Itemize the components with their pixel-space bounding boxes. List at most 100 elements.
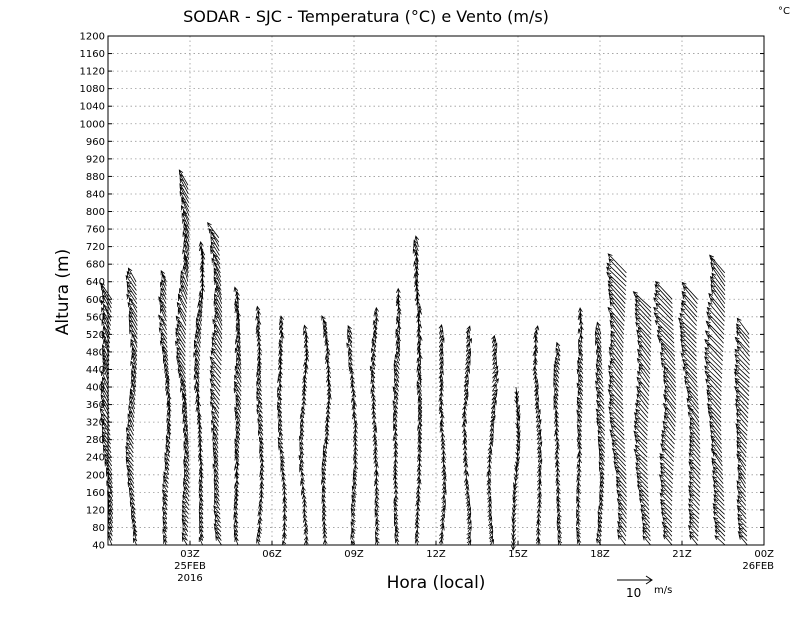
wind-vector (686, 404, 700, 419)
wind-vector (180, 387, 187, 401)
wind-vector (704, 338, 724, 357)
wind-vector (636, 393, 649, 410)
wind-vector (164, 452, 170, 462)
y-tick-label: 1040 (80, 102, 105, 113)
wind-vector (659, 492, 673, 506)
wind-vector (323, 444, 328, 454)
wind-vector (608, 411, 625, 427)
wind-vector (537, 491, 542, 497)
wind-vector (464, 480, 469, 489)
wind-vector (278, 356, 283, 366)
wind-profile (677, 281, 701, 546)
wind-vector (578, 343, 583, 353)
wind-vector (596, 321, 602, 335)
wind-vector (352, 401, 357, 410)
wind-vector (258, 436, 264, 445)
wind-vector (130, 369, 137, 383)
wind-vector (279, 315, 285, 326)
wind-vector (301, 390, 307, 401)
wind-vector (194, 362, 200, 375)
wind-vector (576, 503, 581, 510)
wind-vector (346, 342, 353, 353)
wind-vector (199, 524, 204, 532)
wind-vector (680, 338, 697, 357)
wind-vector (596, 420, 606, 432)
wind-vector (127, 472, 135, 484)
wind-vector (556, 498, 561, 506)
wind-vector (127, 267, 137, 282)
wind-vector (536, 446, 541, 454)
wind-vector (609, 301, 625, 322)
wind-vector (660, 434, 675, 449)
wind-vector (597, 425, 606, 436)
wind-vector (638, 363, 651, 379)
wind-vector (371, 392, 376, 401)
wind-vector (464, 485, 470, 493)
wind-vector (609, 311, 625, 331)
wind-vector (680, 352, 698, 370)
x-tick-label: 03Z (180, 549, 200, 560)
wind-vector (618, 506, 627, 519)
wind-vector (165, 434, 171, 445)
wind-vector (393, 463, 398, 471)
wind-vector (351, 404, 357, 414)
wind-vector (487, 503, 492, 511)
wind-vector (160, 336, 168, 348)
wind-vector (492, 365, 499, 375)
y-tick-label: 80 (92, 523, 105, 534)
wind-vector (353, 464, 359, 471)
wind-vector (351, 392, 357, 401)
wind-vector (634, 312, 652, 331)
wind-vector (707, 410, 722, 427)
wind-vector (214, 287, 223, 304)
wind-vector (688, 516, 699, 528)
wind-vector (489, 432, 494, 440)
wind-vector (353, 450, 358, 458)
wind-vector (414, 538, 420, 546)
wind-vector (663, 379, 677, 397)
wind-vector (181, 212, 190, 230)
wind-vector (259, 480, 265, 489)
wind-vector (609, 351, 624, 370)
wind-vector (303, 521, 308, 528)
wind-vector (125, 458, 134, 471)
wind-vector (660, 470, 673, 484)
wind-vector (714, 521, 726, 533)
wind-vector (181, 504, 189, 515)
wind-vector (706, 306, 725, 326)
wind-vector (654, 280, 673, 300)
wind-vector (393, 404, 398, 414)
wind-vector (736, 440, 747, 454)
wind-vector (704, 330, 724, 348)
wind-vector (554, 430, 559, 440)
wind-vector (176, 351, 186, 366)
wind-vector (487, 512, 492, 519)
wind-vector (161, 278, 167, 291)
wind-vector (736, 418, 748, 432)
wind-vector (641, 513, 651, 524)
wind-vector (711, 457, 723, 471)
wind-vector (195, 321, 202, 335)
wind-vector (616, 489, 627, 502)
wind-vector (303, 364, 309, 374)
wind-vector (634, 303, 652, 322)
wind-profile (704, 254, 726, 546)
wind-vector (209, 378, 221, 392)
wind-vector (610, 357, 623, 375)
wind-vector (681, 348, 697, 366)
wind-vector (491, 383, 497, 392)
wind-vector (734, 364, 750, 379)
wind-vector (689, 534, 699, 546)
wind-vector (486, 463, 492, 471)
wind-vector (299, 427, 305, 436)
wind-vector (163, 471, 169, 480)
wind-vector (198, 492, 204, 502)
wind-profile (125, 267, 138, 546)
wind-vector (595, 399, 605, 410)
wind-vector (596, 393, 605, 405)
wind-vector (416, 357, 422, 370)
wind-vector (736, 317, 750, 335)
wind-vector (636, 475, 649, 489)
wind-vector (439, 422, 445, 431)
wind-vector (639, 498, 650, 511)
